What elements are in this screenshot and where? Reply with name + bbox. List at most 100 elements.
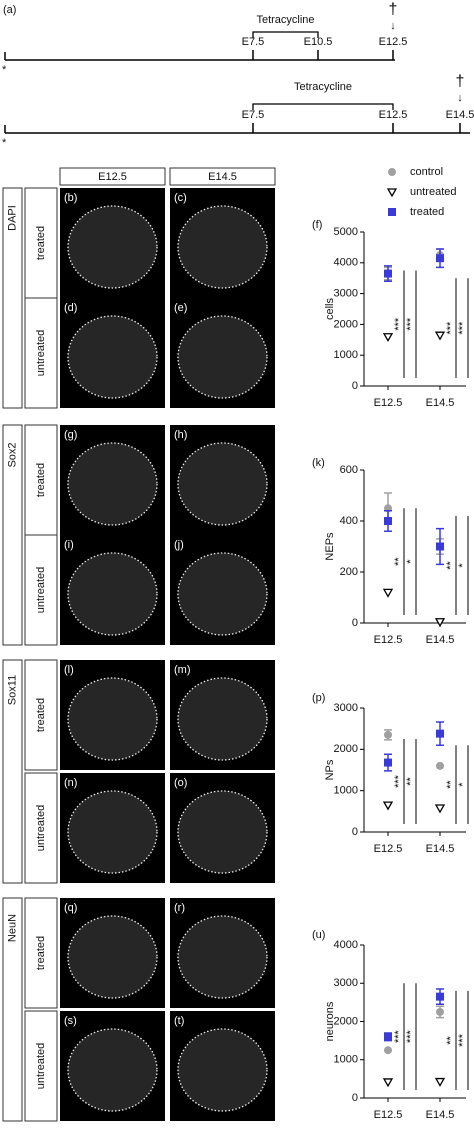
panel-label: (e) (174, 302, 187, 314)
control-point (436, 761, 444, 770)
significance-label: *** (405, 317, 417, 331)
y-tick-label: 400 (340, 515, 358, 527)
legend-label: untreated (410, 186, 456, 198)
y-tick-label: 3000 (334, 702, 358, 714)
untreated-point (434, 804, 446, 814)
column-header: E14.5 (208, 171, 237, 183)
x-tick-label: E14.5 (426, 1109, 455, 1121)
y-tick-label: 0 (352, 617, 358, 629)
y-tick-label: 2000 (334, 318, 358, 330)
significance-label: *** (393, 317, 405, 331)
tissue (67, 677, 158, 761)
timeline-label: E10.5 (304, 36, 333, 48)
marker-box (2, 897, 23, 1122)
panel-label: (c) (174, 192, 187, 204)
y-axis-label: NEPs (324, 532, 336, 561)
condition-label: treated (35, 936, 47, 970)
y-tick-label: 200 (340, 566, 358, 578)
untreated-point (386, 188, 398, 198)
untreated-point (434, 331, 446, 341)
significance-label: *** (457, 1033, 469, 1047)
treated-point (436, 542, 444, 551)
condition-label: treated (35, 463, 47, 497)
column-header-box (59, 167, 166, 186)
untreated-point (382, 333, 394, 343)
panel-label: (g) (64, 429, 77, 441)
y-tick-label: 2000 (334, 743, 358, 755)
panel-label: (l) (64, 664, 74, 676)
dagger: † (456, 73, 465, 90)
panel-label: (u) (312, 929, 325, 941)
arrow: ↓ (457, 92, 463, 104)
x-tick-label: E12.5 (374, 1109, 403, 1121)
tissue (177, 790, 268, 874)
x-tick-label: E14.5 (426, 397, 455, 409)
micrograph (60, 660, 165, 770)
condition-box (24, 534, 58, 646)
panel-label: (a) (3, 4, 16, 16)
marker-box (2, 659, 23, 884)
significance-label: *** (393, 774, 405, 788)
column-header: E12.5 (98, 171, 127, 183)
treated-point (436, 729, 444, 738)
significance-label: ** (445, 1035, 457, 1044)
untreated-point (382, 1078, 394, 1088)
condition-label: untreated (35, 805, 47, 851)
x-tick-label: E14.5 (426, 634, 455, 646)
micrograph (60, 425, 165, 535)
significance-label: * (457, 563, 469, 568)
condition-label: untreated (35, 330, 47, 376)
y-tick-label: 1000 (334, 349, 358, 361)
bracket (252, 103, 394, 110)
tissue (177, 205, 268, 289)
panel-label: (b) (64, 192, 77, 204)
tissue (67, 315, 158, 399)
marker-label: DAPI (6, 205, 18, 231)
legend-label: control (410, 166, 443, 178)
panel-label: (q) (64, 902, 77, 914)
condition-box (24, 297, 58, 409)
x-tick-label: E12.5 (374, 634, 403, 646)
tissue (177, 552, 268, 636)
untreated-point (434, 618, 446, 628)
treated-point (384, 1032, 392, 1041)
control-point (436, 1007, 444, 1016)
condition-box (24, 897, 58, 1009)
y-tick-label: 5000 (334, 226, 358, 238)
significance-label: ** (393, 557, 405, 566)
tissue (67, 915, 158, 999)
micrograph (170, 773, 275, 883)
y-tick-label: 1000 (334, 1054, 358, 1066)
significance-label: * (457, 782, 469, 787)
marker-box (2, 424, 23, 646)
timeline-label: E7.5 (242, 36, 265, 48)
condition-box (24, 187, 58, 299)
micrograph (60, 1011, 165, 1121)
panel-label: (h) (174, 429, 187, 441)
panel-label: (j) (174, 539, 184, 551)
y-tick-label: 3000 (334, 288, 358, 300)
significance-label: *** (393, 1029, 405, 1043)
condition-label: untreated (35, 567, 47, 613)
control-point (388, 168, 396, 176)
tissue (177, 315, 268, 399)
y-tick-label: 4000 (334, 939, 358, 951)
panel-label: (p) (312, 692, 325, 704)
dagger: † (389, 1, 398, 18)
condition-box (24, 659, 58, 771)
micrograph (170, 898, 275, 1008)
panel-label: (k) (312, 457, 325, 469)
timeline-label: E14.5 (446, 109, 474, 121)
y-tick-label: 0 (352, 380, 358, 392)
y-axis-label: cells (324, 298, 336, 321)
condition-box (24, 1010, 58, 1122)
panel-label: (s) (64, 1015, 77, 1027)
treatment-label: Tetracycline (256, 14, 314, 26)
condition-label: untreated (35, 1043, 47, 1089)
condition-box (24, 424, 58, 536)
control-point (384, 730, 392, 739)
untreated-point (382, 588, 394, 598)
y-tick-label: 3000 (334, 977, 358, 989)
significance-label: *** (405, 1029, 417, 1043)
control-point (384, 1046, 392, 1055)
